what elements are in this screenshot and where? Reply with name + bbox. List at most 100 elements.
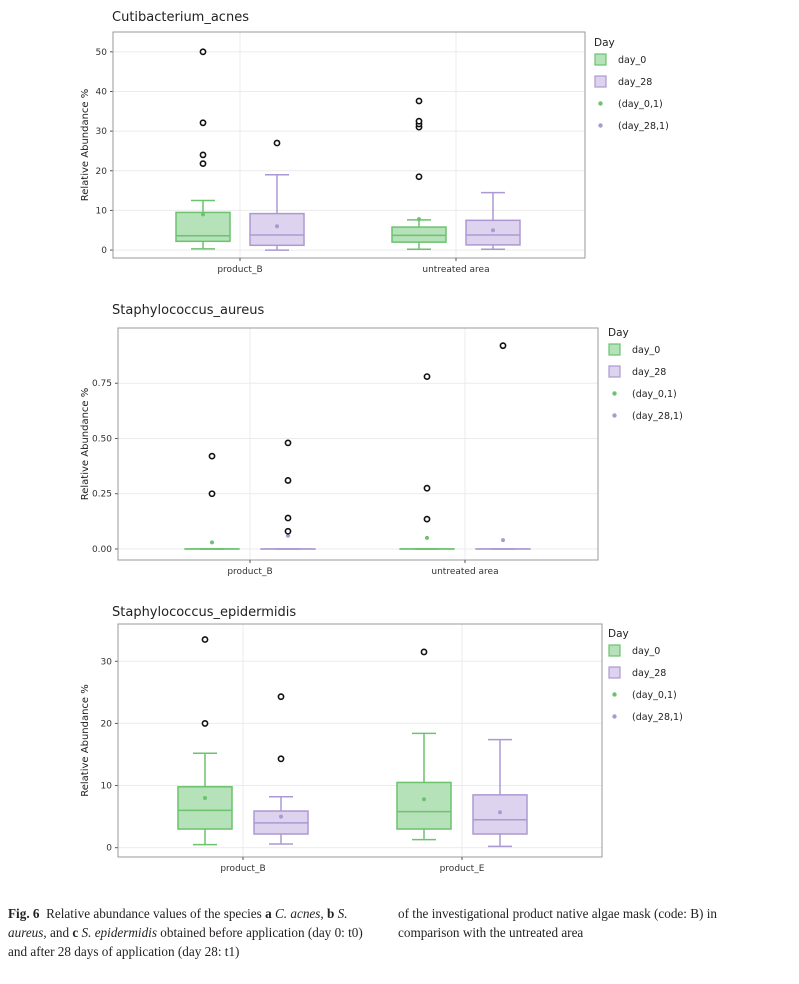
box-group-day_28 — [253, 693, 309, 845]
y-tick-label: 0.75 — [92, 379, 112, 389]
box-iqr — [175, 211, 231, 243]
plot-background — [118, 328, 598, 560]
caption-left-body: Relative abundance values of the species… — [8, 906, 363, 959]
mean-point — [491, 228, 495, 233]
mean-point — [275, 224, 279, 229]
legend-key-dot — [612, 391, 617, 396]
box-iqr — [177, 786, 233, 830]
mean-point — [501, 538, 505, 543]
y-axis-label: Relative Abundance % — [80, 684, 91, 797]
chart-svg-s-epidermidis: Staphylococcus_epidermidis 0 10 20 30 product… — [80, 605, 683, 874]
chart-title: Cutibacterium_acnes — [112, 10, 249, 25]
legend-entry-label: day_0 — [632, 646, 660, 657]
outlier-point — [277, 693, 285, 701]
plot-border — [117, 327, 599, 561]
chart-title: Staphylococcus_epidermidis — [112, 605, 296, 620]
y-tick-label: 0 — [106, 844, 112, 854]
outlier-point — [415, 173, 423, 181]
box-iqr — [472, 794, 528, 835]
legend-key-dot — [598, 101, 603, 106]
y-tick-label: 30 — [96, 127, 108, 137]
chart-svg-s-aureus: Staphylococcus_aureus 0.00 0.25 0.50 0.75 pro… — [80, 303, 683, 577]
mean-point — [417, 217, 421, 222]
y-tick-label: 0.25 — [92, 490, 112, 500]
outlier-point — [273, 139, 281, 147]
legend-title: Day — [608, 327, 629, 339]
mean-point — [498, 810, 502, 815]
outlier-point — [499, 342, 507, 350]
caption-segment: Relative abundance values of the species — [46, 906, 266, 921]
legend-entry-label: day_0 — [632, 345, 660, 356]
legend-key-box — [608, 365, 621, 378]
legend-key-box — [608, 644, 621, 657]
y-tick-label: 20 — [101, 719, 113, 729]
outlier-point — [201, 720, 209, 727]
y-tick-label: 30 — [101, 657, 113, 667]
caption-segment: , and — [43, 925, 73, 940]
caption-segment: S. epidermidis — [81, 925, 157, 940]
box-group-day_28 — [260, 439, 316, 550]
y-tick-label: 10 — [96, 206, 108, 216]
mean-point — [286, 533, 290, 538]
outlier-point — [208, 452, 216, 460]
plot-border — [117, 623, 603, 858]
legend-entry-label: (day_28,1) — [632, 712, 683, 723]
box-group-day_0 — [391, 97, 447, 251]
box-iqr — [391, 226, 447, 243]
legend-entry-label: day_28 — [618, 77, 652, 88]
caption-segment: , — [320, 906, 327, 921]
legend-entry-label: day_28 — [632, 367, 666, 378]
box-group-day_28 — [465, 191, 521, 251]
legend-entry-label: (day_0,1) — [618, 99, 663, 110]
figure-caption-right: of the investigational product native al… — [398, 906, 717, 940]
caption-segment: c — [72, 925, 82, 940]
x-tick-label: product_B — [217, 265, 262, 275]
chart-title: Staphylococcus_aureus — [112, 303, 264, 318]
chart-panel-c-acnes: Cutibacterium_acnes 0 10 20 30 40 50 product_B u… — [0, 0, 799, 290]
box-iqr — [249, 212, 305, 247]
box-group-day_0 — [399, 373, 455, 550]
plot-border — [112, 31, 586, 259]
outlier-point — [199, 119, 207, 127]
box-iqr — [396, 781, 452, 830]
outlier-point — [208, 490, 216, 498]
x-tick-label: product_B — [220, 864, 265, 874]
box-group-day_0 — [184, 452, 240, 550]
mean-point — [210, 540, 214, 545]
legend-key-box — [594, 75, 607, 88]
outlier-point — [284, 477, 292, 484]
chart-panel-s-epidermidis: Staphylococcus_epidermidis 0 10 20 30 product… — [0, 590, 799, 890]
mean-point — [201, 212, 205, 217]
legend-key-dot — [598, 123, 603, 128]
caption-segment: C. acnes — [274, 906, 321, 921]
box-group-day_28 — [249, 139, 305, 251]
box-group-day_28 — [475, 342, 531, 550]
box-group-day_28 — [472, 738, 528, 848]
box-group-day_0 — [396, 648, 452, 841]
x-tick-label: untreated area — [431, 567, 498, 577]
mean-point — [422, 797, 426, 802]
legend-entry-label: day_28 — [632, 668, 666, 679]
figure-caption-left: Fig. 6 Relative abundance values of the … — [8, 904, 368, 961]
y-tick-label: 50 — [96, 48, 108, 58]
outlier-point — [423, 373, 431, 381]
y-tick-label: 40 — [96, 87, 108, 97]
legend-entry-label: (day_0,1) — [632, 389, 677, 400]
outlier-point — [201, 636, 209, 643]
outlier-point — [284, 527, 292, 535]
legend-title: Day — [608, 628, 629, 640]
mean-point — [203, 795, 207, 800]
box-group-day_0 — [175, 48, 231, 250]
legend-key-box — [608, 343, 621, 356]
box-group-day_0 — [177, 636, 233, 846]
caption-segment: a — [265, 906, 275, 921]
legend-entry-label: (day_0,1) — [632, 690, 677, 701]
outlier-point — [423, 484, 431, 492]
outlier-point — [277, 755, 285, 763]
mean-point — [425, 535, 429, 540]
y-tick-label: 0.50 — [92, 434, 112, 444]
outlier-point — [284, 439, 292, 447]
outlier-point — [199, 48, 207, 56]
caption-segment: obtained before application (day 0: t0) … — [8, 925, 363, 959]
legend-title: Day — [594, 37, 615, 49]
